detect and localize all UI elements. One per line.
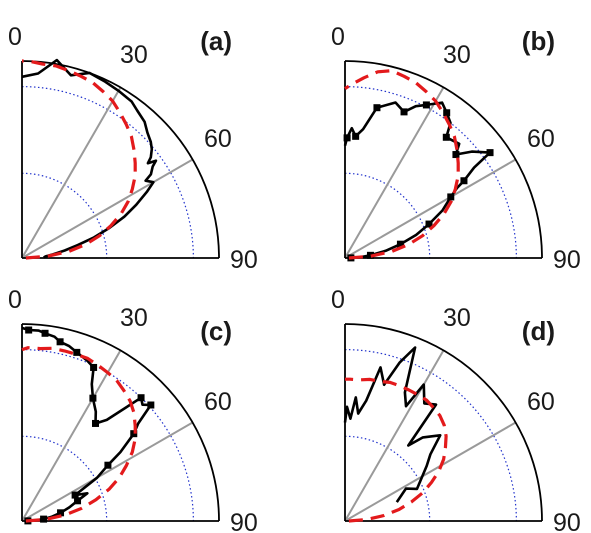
panel-label: (b): [522, 26, 555, 56]
data-point: [90, 363, 98, 371]
data-point: [130, 430, 138, 438]
data-point: [104, 461, 112, 469]
data-point: [366, 251, 374, 259]
fit-curve: [345, 377, 448, 523]
polar-panel-1: 0 30 60 90 (a): [8, 23, 258, 274]
spoke-30: [344, 86, 445, 259]
fit-curve: [344, 69, 460, 260]
data-point: [137, 394, 145, 402]
spoke-30: [21, 349, 122, 522]
data-point: [425, 220, 433, 228]
angle-tick-label-0: 0: [8, 286, 22, 314]
spoke-30: [21, 86, 122, 259]
spoke-60: [344, 158, 517, 259]
angle-tick-label-90: 90: [553, 246, 581, 274]
angle-tick-label-30: 30: [443, 304, 471, 332]
angle-tick-label-60: 60: [204, 388, 232, 416]
grid-circle-1: [344, 435, 431, 522]
measured-curve: [343, 346, 442, 503]
grid-circle-2: [21, 86, 194, 259]
data-point: [56, 338, 64, 346]
angle-tick-label-30: 30: [120, 304, 148, 332]
angle-tick-label-0: 0: [331, 286, 345, 314]
angle-tick-label-60: 60: [527, 388, 555, 416]
fit-curve: [21, 59, 137, 260]
grid-circle-1: [21, 435, 108, 522]
outer-arc: [21, 60, 220, 259]
angle-tick-label-60: 60: [527, 125, 555, 153]
data-point: [396, 240, 404, 248]
data-point: [460, 177, 468, 185]
data-point: [442, 133, 450, 141]
angle-tick-label-0: 0: [331, 23, 345, 51]
data-point: [73, 348, 81, 356]
spoke-60: [344, 421, 517, 522]
data-point: [443, 109, 451, 117]
polar-panel-3: 0 30 60 90 (c): [8, 286, 258, 533]
fit-curve: [21, 346, 137, 523]
data-point: [74, 497, 82, 505]
data-point: [447, 193, 455, 201]
data-point: [89, 394, 97, 402]
outer-arc: [344, 60, 543, 259]
panel-label: (d): [522, 316, 555, 346]
spoke-60: [21, 158, 194, 259]
angle-tick-label-30: 30: [120, 41, 148, 69]
grid-circle-2: [344, 86, 517, 259]
spoke-30: [344, 349, 445, 522]
panel-label: (a): [200, 26, 232, 56]
data-point: [373, 104, 381, 112]
angle-tick-label-0: 0: [8, 23, 22, 51]
data-point: [71, 491, 79, 499]
angle-tick-label-90: 90: [230, 509, 258, 533]
angle-tick-label-90: 90: [230, 246, 258, 274]
outer-arc: [344, 323, 543, 522]
data-point: [486, 149, 494, 157]
data-point: [57, 509, 65, 517]
angle-tick-label-60: 60: [204, 125, 232, 153]
measured-curve: [21, 58, 158, 259]
data-point: [400, 108, 408, 116]
polar-panel-2: 0 30 60 90 (b): [331, 23, 581, 274]
grid-circle-1: [344, 172, 431, 259]
measured-curve: [343, 101, 492, 260]
spoke-60: [21, 421, 194, 522]
data-point: [92, 419, 100, 427]
data-point: [40, 515, 48, 523]
grid-circle-2: [21, 349, 194, 522]
angle-tick-label-30: 30: [443, 41, 471, 69]
grid-circle-1: [21, 172, 108, 259]
data-point: [343, 134, 351, 142]
data-point: [147, 401, 155, 409]
angle-tick-label-90: 90: [553, 509, 581, 533]
data-point: [452, 151, 460, 159]
data-point: [352, 132, 360, 140]
data-point: [25, 326, 33, 334]
data-point: [422, 101, 430, 109]
polar-panel-4: 0 30 60 90 (d): [331, 286, 581, 533]
outer-arc: [21, 323, 220, 522]
panel-label: (c): [200, 316, 232, 346]
data-point: [41, 329, 49, 337]
